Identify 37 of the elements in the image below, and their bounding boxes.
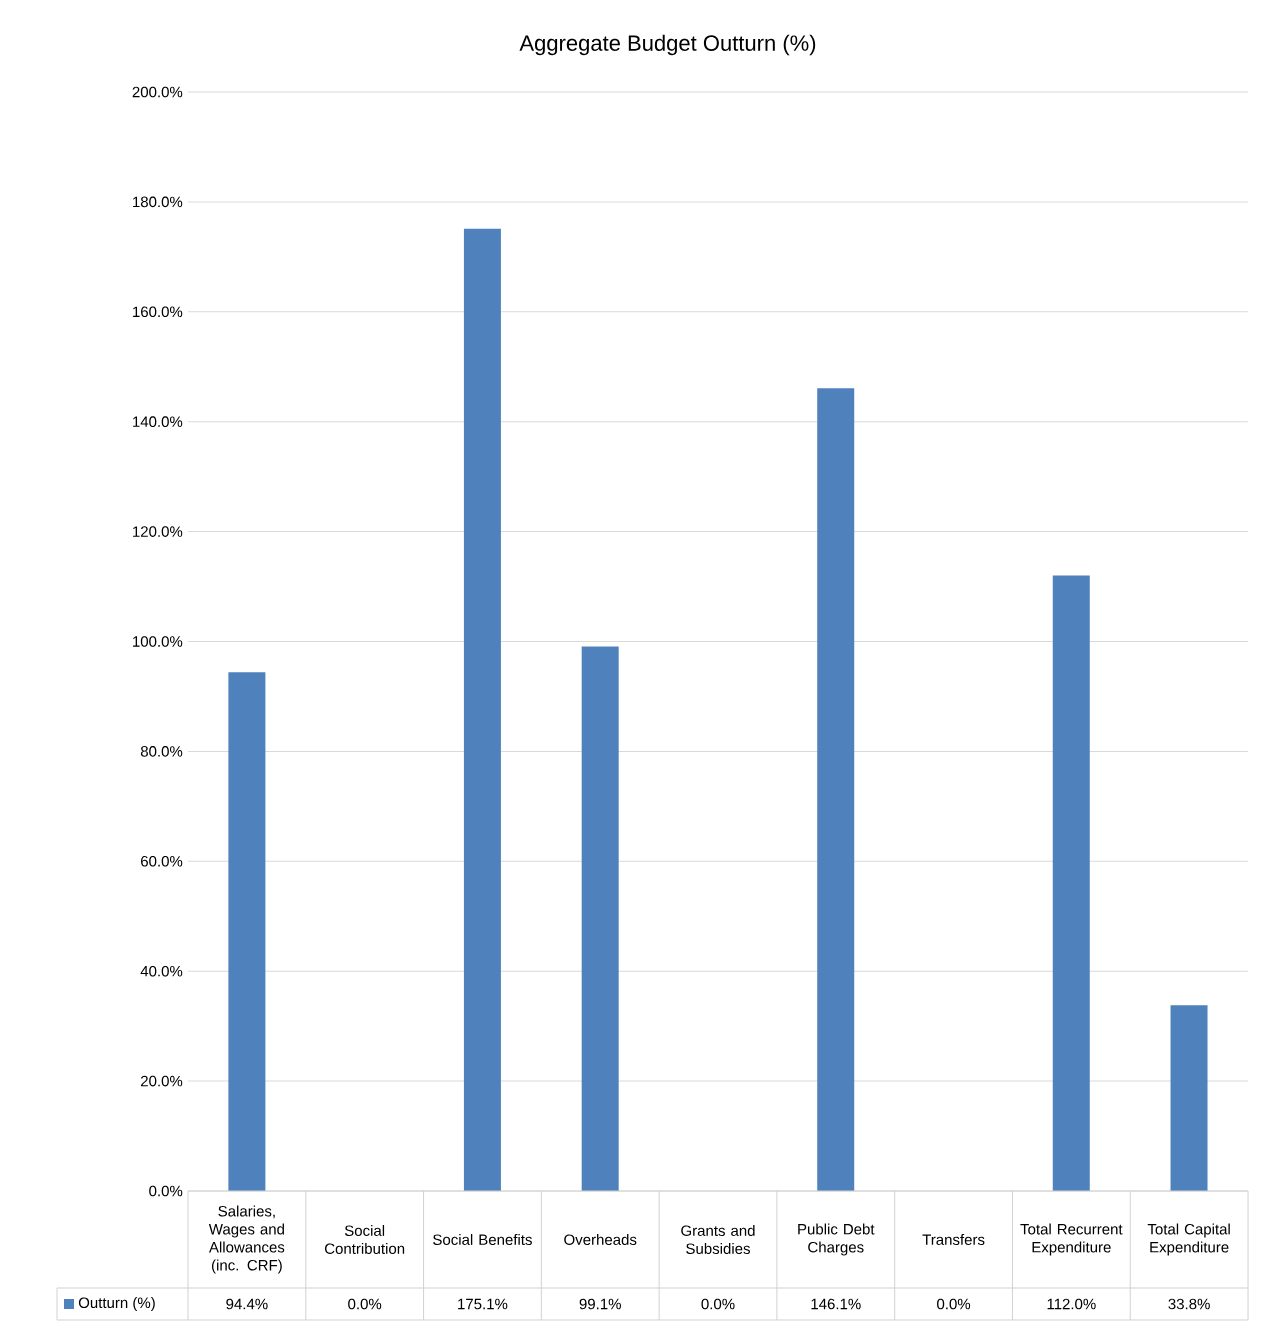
y-tick-label: 20.0% xyxy=(141,1075,183,1087)
bar xyxy=(1170,1005,1208,1191)
x-tick-label: Total Recurrent Expenditure xyxy=(1020,1223,1123,1256)
bar xyxy=(463,228,501,1191)
y-tick-label: 60.0% xyxy=(141,855,183,867)
y-tick-label: 40.0% xyxy=(140,965,183,977)
x-tick-label: Grants and Subsidies xyxy=(681,1224,755,1254)
data-label: 146.1% xyxy=(811,1298,861,1310)
data-label: 94.4% xyxy=(226,1298,268,1310)
y-tick-label: 100.0% xyxy=(133,636,183,647)
legend-label: Outturn (%) xyxy=(78,1297,155,1311)
data-label: 0.0% xyxy=(348,1298,382,1310)
bar xyxy=(228,672,266,1191)
y-tick-label: 200.0% xyxy=(132,86,183,98)
bar xyxy=(1052,575,1090,1191)
y-tick-label: 0.0% xyxy=(149,1185,183,1197)
x-tick-label: Social Contribution xyxy=(325,1224,405,1254)
y-tick-label: 180.0% xyxy=(133,196,183,208)
y-tick-label: 120.0% xyxy=(133,526,183,537)
data-label: 99.1% xyxy=(579,1298,621,1310)
y-tick-label: 160.0% xyxy=(133,306,183,318)
bar xyxy=(817,388,855,1191)
data-label: 112.0% xyxy=(1047,1298,1096,1310)
x-tick-label: Transfers xyxy=(922,1234,985,1245)
y-tick-label: 80.0% xyxy=(140,746,183,757)
bar xyxy=(581,646,619,1191)
chart-title: Aggregate Budget Outturn (%) xyxy=(519,34,816,56)
x-tick-label: Total Capital Expenditure xyxy=(1147,1223,1230,1256)
y-tick-label: 140.0% xyxy=(133,416,183,427)
data-label: 175.1% xyxy=(458,1298,508,1310)
x-tick-label: Overheads xyxy=(564,1233,637,1245)
data-label: 0.0% xyxy=(701,1298,735,1310)
data-label: 0.0% xyxy=(937,1298,971,1310)
x-tick-label: Public Debt Charges xyxy=(798,1223,875,1256)
data-label: 33.8% xyxy=(1168,1298,1210,1310)
x-tick-label: Social Benefits xyxy=(433,1233,532,1245)
x-tick-label: Salaries, Wages and Allowances (inc. CRF) xyxy=(208,1205,285,1274)
